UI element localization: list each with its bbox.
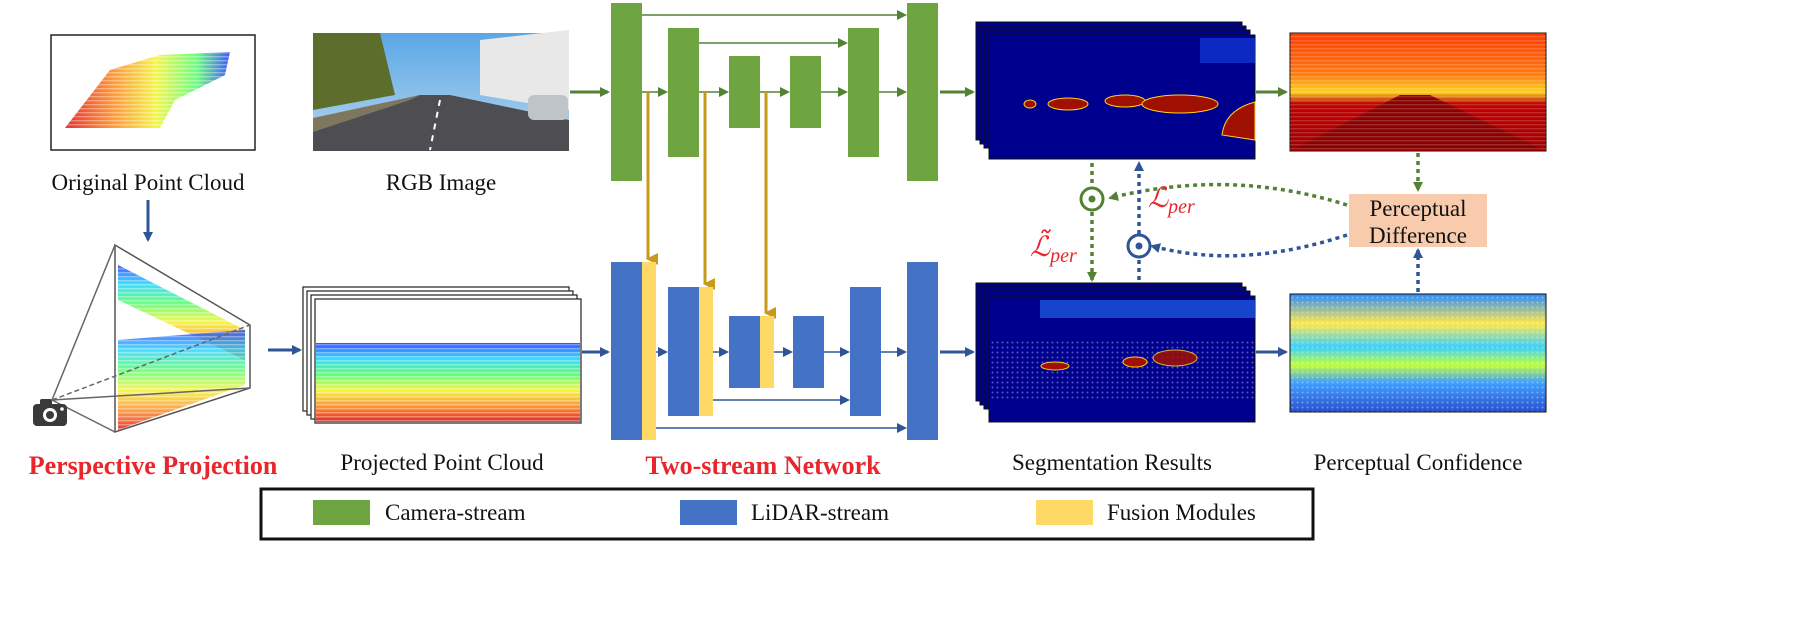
rgb-image-panel: RGB Image (313, 30, 569, 195)
seg-cam-noise (1200, 38, 1255, 63)
legend-frame (259, 487, 1315, 541)
loss-l-per-tilde-sub: per (1048, 245, 1077, 267)
perceptual-difference-line1: Perceptual (1369, 196, 1466, 221)
green-product-node (1079, 186, 1105, 212)
camera-confidence-map (1289, 32, 1547, 152)
caption-rgb-image: RGB Image (386, 170, 497, 195)
fusion-module-3 (760, 316, 774, 388)
lidar-block-2 (668, 287, 699, 416)
segmentation-results-camera (975, 21, 1256, 160)
caption-perspective-projection: Perspective Projection (29, 451, 278, 480)
seg-lidar-top-band (1040, 300, 1255, 318)
lidar-block-6 (907, 262, 938, 440)
frustum-scanlines (118, 265, 245, 430)
perspective-projection-panel: Perspective Projection (29, 243, 278, 480)
rgb-trees (313, 33, 395, 110)
loss-l-per-tilde: ℒ̃per (1030, 229, 1077, 267)
projected-point-cloud-panel: Projected Point Cloud (302, 286, 582, 475)
caption-two-stream-network: Two-stream Network (645, 451, 881, 480)
point-cloud-scanlines (65, 52, 230, 128)
lidar-confidence-texture (1290, 294, 1546, 412)
legend-label-fusion: Fusion Modules (1107, 500, 1256, 525)
caption-projected-point-cloud: Projected Point Cloud (340, 450, 544, 475)
rgb-building (480, 30, 569, 110)
lidar-block-3 (729, 316, 760, 388)
original-point-cloud-panel: Original Point Cloud (50, 34, 256, 195)
lidar-block-4 (793, 316, 824, 388)
camera-block-5 (848, 28, 879, 157)
lidar-block-1 (611, 262, 642, 440)
seg-cam-blob-4 (1141, 94, 1219, 114)
perceptual-difference-box (1349, 194, 1487, 247)
caption-segmentation-results: Segmentation Results (1012, 450, 1212, 475)
fusion-module-1 (642, 262, 656, 440)
fusion-module-2 (699, 287, 713, 416)
legend-swatch-lidar (680, 500, 737, 525)
legend: Camera-stream LiDAR-stream Fusion Module… (259, 487, 1315, 541)
camera-block-3 (729, 56, 760, 128)
rgb-sidewalk (313, 95, 420, 132)
frustum-edge-top (51, 244, 116, 401)
legend-label-camera: Camera-stream (385, 500, 526, 525)
rgb-lane-mark (429, 99, 441, 151)
loss-l-per-sub: per (1166, 196, 1195, 218)
difference-to-green-product (1108, 182, 1348, 207)
caption-original-point-cloud: Original Point Cloud (52, 170, 245, 195)
legend-swatch-camera (313, 500, 370, 525)
perceptual-difference-line2: Difference (1369, 223, 1467, 248)
camera-block-1 (611, 3, 642, 181)
rgb-car (528, 95, 568, 120)
lidar-block-5 (850, 287, 881, 416)
seg-cam-blob-3 (1104, 94, 1146, 108)
seg-lidar-blob-2 (1122, 356, 1148, 368)
lidar-stream (611, 262, 938, 440)
blue-product-node (1126, 233, 1152, 259)
lidar-confidence-map: Perceptual Confidence (1289, 293, 1547, 475)
camera-block-2 (668, 28, 699, 157)
seg-cam-blob-1 (1023, 99, 1037, 109)
camera-heatmap-texture (1290, 33, 1546, 151)
frustum-edge-mid (51, 324, 251, 401)
camera-stream (611, 3, 938, 181)
segmentation-results-lidar: Segmentation Results (975, 282, 1256, 475)
seg-lidar-blob-3 (1152, 349, 1198, 367)
projected-cloud-scanlines (316, 343, 580, 422)
legend-swatch-fusion (1036, 500, 1093, 525)
camera-icon (33, 399, 67, 426)
difference-to-blue-product (1150, 233, 1348, 258)
seg-cam-blob-2 (1047, 97, 1089, 111)
caption-perceptual-confidence: Perceptual Confidence (1314, 450, 1523, 475)
loss-l-per: ℒper (1148, 183, 1195, 218)
loss-l-per-symbol: ℒ (1148, 183, 1169, 214)
frustum-edge-right (51, 387, 251, 401)
legend-label-lidar: LiDAR-stream (751, 500, 889, 525)
seg-lidar-blob-1 (1040, 361, 1070, 371)
seg-cam-blob-5 (1221, 101, 1256, 141)
loss-l-per-tilde-symbol: ℒ̃ (1030, 229, 1051, 263)
seg-lidar-points (989, 340, 1255, 400)
camera-block-6 (907, 3, 938, 181)
camera-block-4 (790, 56, 821, 128)
